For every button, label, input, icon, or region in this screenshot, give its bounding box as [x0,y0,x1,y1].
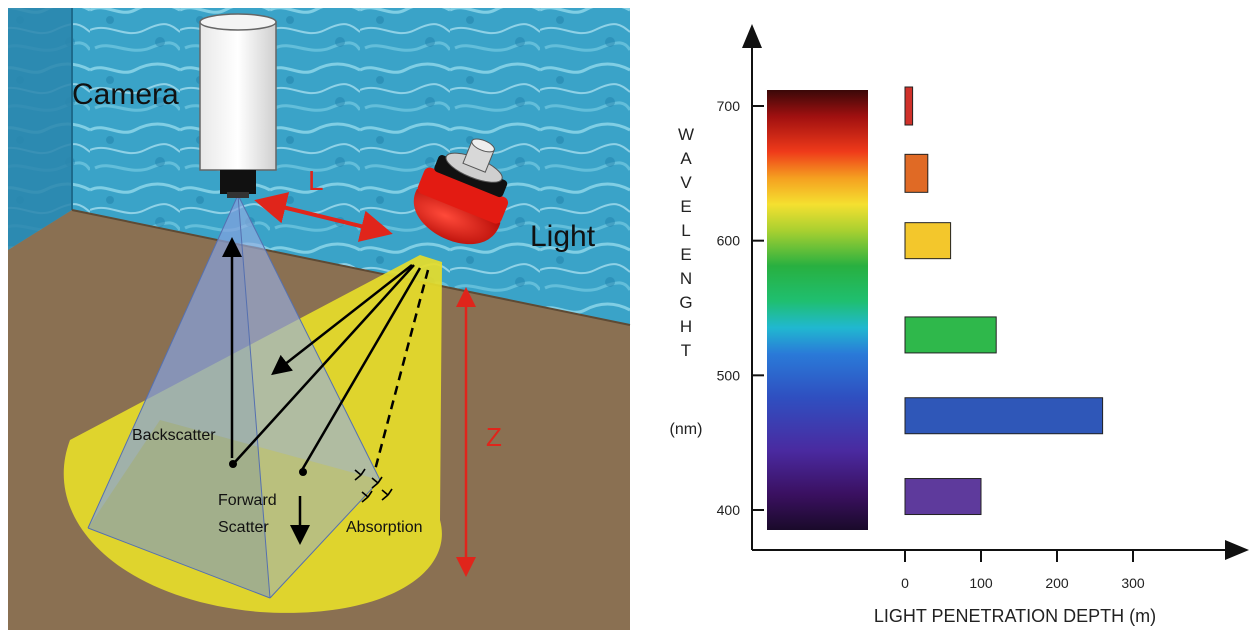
depth-label: Z [486,422,502,452]
camera-icon [199,13,277,198]
left-wall [8,8,72,250]
forward-scatter-point [299,468,307,476]
light-label: Light [530,220,596,253]
backscatter-label: Backscatter [132,427,216,444]
depth-bar-700 [904,86,914,126]
lamp-icon [414,138,509,244]
depth-bar-650 [904,153,929,193]
spectrum-bar [767,90,868,530]
distance-arrow [254,192,393,242]
y-axis-letter: N [680,269,692,288]
camera-cone [87,194,381,599]
y-axis-letter: T [681,341,691,360]
absorption-label: Absorption [346,519,423,536]
y-axis-letter: E [680,197,691,216]
x-tick-label: 300 [1121,575,1145,591]
depth-bar-410 [904,478,982,516]
backscatter-point [229,460,237,468]
y-axis-letter: H [680,317,692,336]
depth-bar-530 [904,316,997,354]
forward-scatter-label-1: Forward [218,492,277,509]
depth-bar-600 [904,222,952,260]
absorption-particles-icon [354,468,393,503]
x-tick-label: 200 [1045,575,1069,591]
y-tick-label: 500 [717,367,741,383]
depth-bar-470 [904,397,1104,435]
y-axis-letter: E [680,245,691,264]
y-tick-label: 700 [717,98,741,114]
x-tick-label: 0 [901,575,909,591]
forward-scatter-label-2: Scatter [218,519,269,536]
y-axis-letter: G [679,293,692,312]
x-ticks: 0 100 200 300 [901,550,1145,591]
y-tick-label: 400 [717,502,741,518]
y-axis-letter: L [681,221,690,240]
underwater-scene: Camera Light L Z Backscatter Forward Sca… [8,8,631,630]
light-rays [222,237,430,545]
y-axis-letter: A [680,149,692,168]
distance-label: L [308,165,324,196]
x-tick-label: 100 [969,575,993,591]
camera-label: Camera [72,78,179,111]
x-axis-label: LIGHT PENETRATION DEPTH (m) [874,606,1156,626]
y-axis-letter: V [680,173,692,192]
y-tick-label: 600 [717,233,741,249]
y-axis-unit: (nm) [670,421,703,438]
y-axis-letter: W [678,125,694,144]
bars [904,86,1104,516]
y-ticks: 400 500 600 700 [717,98,764,518]
